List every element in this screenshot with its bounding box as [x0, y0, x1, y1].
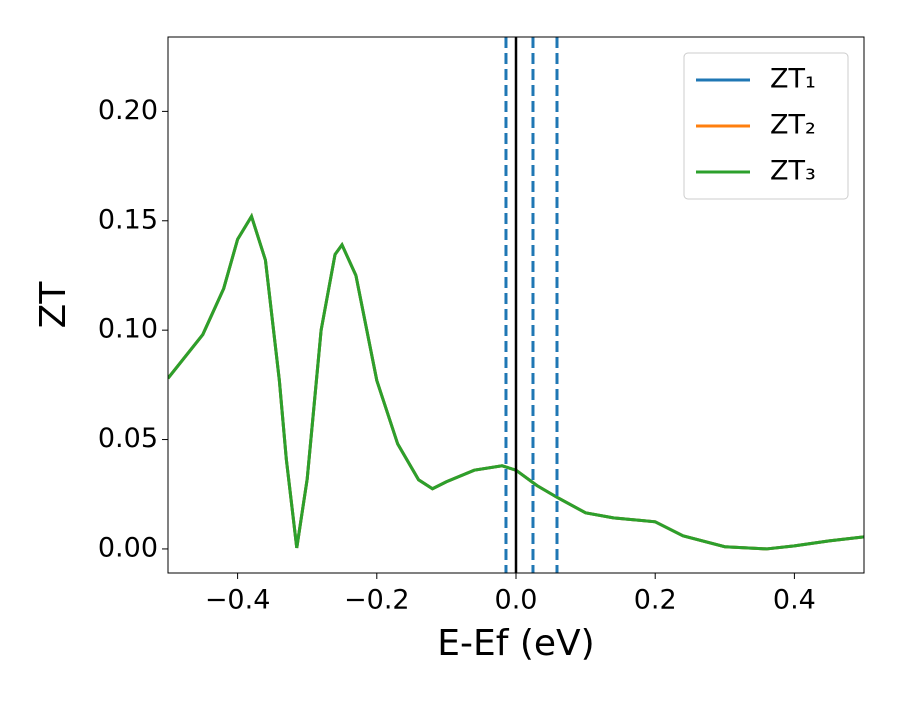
- x-tick-label: −0.4: [205, 585, 271, 616]
- x-tick-label: 0.2: [634, 585, 677, 616]
- legend-box: [683, 52, 849, 200]
- series-line: [168, 212, 864, 551]
- plot-frame: [167, 36, 865, 574]
- y-tick-label: 0.05: [98, 423, 158, 454]
- y-tick-label: 0.15: [98, 204, 158, 235]
- x-tick-label: −0.2: [344, 585, 410, 616]
- y-tick-label: 0.10: [98, 314, 158, 345]
- x-tick-label: 0.4: [773, 585, 816, 616]
- x-tick-label: 0.0: [495, 585, 538, 616]
- x-axis-label: E-Ef (eV): [437, 623, 594, 664]
- legend-label: ZT₁: [770, 64, 816, 95]
- y-axis-label: ZT: [33, 281, 74, 329]
- legend-label: ZT₂: [770, 110, 816, 141]
- legend-label: ZT₃: [770, 156, 816, 187]
- y-tick-label: 0.00: [98, 532, 158, 563]
- y-tick-label: 0.20: [98, 95, 158, 126]
